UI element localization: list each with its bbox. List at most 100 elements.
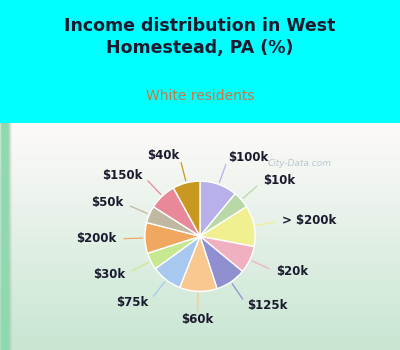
Bar — [0, 202, 400, 206]
Text: $60k: $60k — [181, 314, 214, 327]
Bar — [0, 210, 400, 214]
Bar — [1, 122, 8, 350]
Bar — [2, 122, 9, 350]
Bar — [2, 122, 8, 350]
Bar — [0, 206, 400, 210]
Bar — [0, 278, 400, 282]
Bar — [0, 164, 400, 168]
Bar — [0, 282, 400, 286]
Wedge shape — [147, 207, 200, 236]
Bar — [0, 122, 7, 350]
Bar — [5, 122, 12, 350]
Wedge shape — [148, 236, 200, 269]
Bar — [0, 229, 400, 232]
Bar — [0, 138, 400, 141]
Bar — [0, 236, 400, 240]
Bar — [0, 179, 400, 183]
Bar — [4, 122, 10, 350]
Bar — [0, 304, 400, 308]
Text: $75k: $75k — [116, 296, 149, 309]
Wedge shape — [200, 236, 254, 271]
Bar — [0, 122, 7, 350]
Wedge shape — [200, 194, 246, 236]
Bar — [0, 232, 400, 236]
Text: $10k: $10k — [263, 174, 295, 187]
Bar — [0, 172, 400, 176]
Bar — [0, 122, 7, 350]
Bar — [4, 122, 11, 350]
Bar — [0, 259, 400, 263]
Bar — [4, 122, 11, 350]
Bar — [1, 122, 7, 350]
Text: > $200k: > $200k — [282, 214, 336, 227]
Text: White residents: White residents — [146, 89, 254, 103]
Bar — [0, 346, 400, 350]
Bar — [4, 122, 10, 350]
Wedge shape — [200, 207, 255, 247]
Bar — [6, 122, 13, 350]
Bar — [0, 301, 400, 304]
Bar — [5, 122, 12, 350]
Text: $20k: $20k — [276, 265, 308, 279]
Bar — [0, 149, 400, 153]
Bar — [6, 122, 12, 350]
Bar — [4, 122, 10, 350]
Bar — [3, 122, 10, 350]
Text: $125k: $125k — [247, 299, 288, 312]
Bar — [2, 122, 8, 350]
Wedge shape — [174, 181, 200, 236]
Bar — [6, 122, 13, 350]
Bar — [0, 183, 400, 187]
Bar — [2, 122, 8, 350]
Bar — [0, 122, 7, 350]
Bar — [0, 293, 400, 297]
Bar — [0, 141, 400, 145]
Wedge shape — [200, 181, 235, 236]
Bar — [0, 339, 400, 342]
Bar — [0, 160, 400, 164]
Bar — [0, 251, 400, 255]
Bar — [0, 331, 400, 335]
Bar — [0, 312, 400, 316]
Bar — [5, 122, 12, 350]
Bar — [1, 122, 8, 350]
Wedge shape — [156, 236, 200, 287]
Bar — [0, 187, 400, 191]
Text: $150k: $150k — [102, 169, 143, 182]
Bar — [6, 122, 13, 350]
Bar — [4, 122, 10, 350]
Text: $30k: $30k — [93, 268, 125, 281]
Bar — [3, 122, 10, 350]
Bar — [5, 122, 11, 350]
Bar — [0, 316, 400, 320]
Bar — [6, 122, 12, 350]
Bar — [0, 289, 400, 293]
Bar — [0, 191, 400, 195]
Bar — [0, 217, 400, 221]
Bar — [0, 248, 400, 251]
Bar — [3, 122, 10, 350]
Bar — [1, 122, 8, 350]
Bar — [2, 122, 8, 350]
Bar — [5, 122, 12, 350]
Bar — [0, 122, 7, 350]
Bar — [2, 122, 9, 350]
Bar — [1, 122, 8, 350]
Bar — [2, 122, 9, 350]
Bar — [4, 122, 10, 350]
Bar — [0, 168, 400, 172]
Text: Income distribution in West
Homestead, PA (%): Income distribution in West Homestead, P… — [64, 17, 336, 57]
Bar — [0, 297, 400, 301]
Bar — [0, 263, 400, 267]
Bar — [0, 134, 400, 138]
Wedge shape — [154, 188, 200, 236]
Bar — [3, 122, 10, 350]
Bar — [6, 122, 12, 350]
Bar — [6, 122, 13, 350]
Bar — [0, 274, 400, 278]
Bar — [0, 240, 400, 244]
Bar — [0, 221, 400, 225]
Bar — [0, 126, 400, 130]
Bar — [6, 122, 12, 350]
Text: $200k: $200k — [76, 232, 116, 245]
